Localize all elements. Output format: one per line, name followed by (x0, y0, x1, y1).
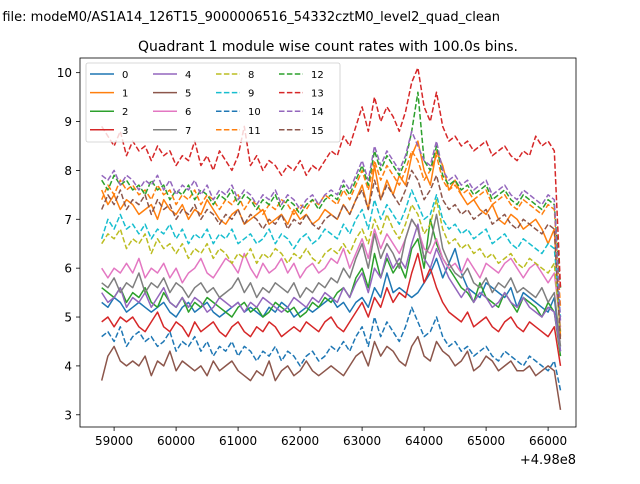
x-tick-label: 64000 (405, 434, 443, 448)
y-tick-label: 10 (57, 66, 72, 80)
series-line-5 (100, 335, 562, 411)
x-tick-label: 63000 (343, 434, 381, 448)
legend-label-8: 8 (248, 70, 254, 81)
series-line-8 (101, 198, 562, 332)
legend-box (85, 62, 341, 143)
series-line-7 (101, 213, 562, 347)
legend-label-10: 10 (248, 107, 261, 118)
figure-suptitle: n file: modeM0/AS1A14_126T15_9000006516_… (0, 10, 500, 25)
x-tick-label: 60000 (157, 434, 195, 448)
y-tick-label: 4 (64, 359, 72, 373)
legend-label-12: 12 (311, 70, 324, 81)
legend-label-0: 0 (122, 70, 128, 81)
series-line-14 (101, 130, 562, 322)
legend-label-1: 1 (122, 89, 128, 100)
series-line-15 (101, 169, 562, 342)
legend-label-14: 14 (311, 107, 324, 118)
series-line-4 (101, 223, 562, 352)
series-line-10 (101, 306, 562, 391)
y-axis: 3 4 5 6 7 8 9 10 (57, 66, 80, 422)
y-tick-label: 8 (64, 164, 72, 178)
y-tick-label: 9 (64, 115, 72, 129)
x-tick-label: 59000 (95, 434, 133, 448)
series-line-9 (100, 189, 562, 318)
series-line-1 (101, 140, 562, 337)
legend-label-11: 11 (248, 126, 261, 137)
chart-title: Quadrant 1 module wise count rates with … (138, 39, 518, 55)
legend-label-5: 5 (185, 89, 191, 100)
legend-label-15: 15 (311, 126, 324, 137)
y-tick-label: 7 (64, 213, 72, 227)
y-tick-label: 5 (64, 311, 72, 325)
legend-label-2: 2 (122, 107, 128, 118)
legend-label-6: 6 (185, 107, 191, 118)
series-line-3 (101, 252, 562, 367)
x-tick-label: 61000 (219, 434, 257, 448)
series-line-13 (101, 67, 562, 288)
y-tick-label: 6 (64, 262, 72, 276)
x-axis: 59000 60000 61000 62000 63000 64000 65000 66000 (95, 427, 567, 448)
x-tick-label: 65000 (467, 434, 505, 448)
plot-frame (79, 57, 577, 428)
legend-label-9: 9 (248, 89, 254, 100)
legend-label-4: 4 (185, 70, 191, 81)
x-offset-label: +4.98e8 (520, 453, 576, 468)
legend-label-13: 13 (311, 89, 324, 100)
x-tick-label: 66000 (529, 434, 567, 448)
y-tick-label: 3 (64, 408, 72, 422)
x-tick-label: 62000 (281, 434, 319, 448)
series-layer (100, 67, 562, 411)
legend-label-3: 3 (122, 126, 128, 137)
series-line-6 (101, 218, 562, 327)
legend-label-7: 7 (185, 126, 191, 137)
